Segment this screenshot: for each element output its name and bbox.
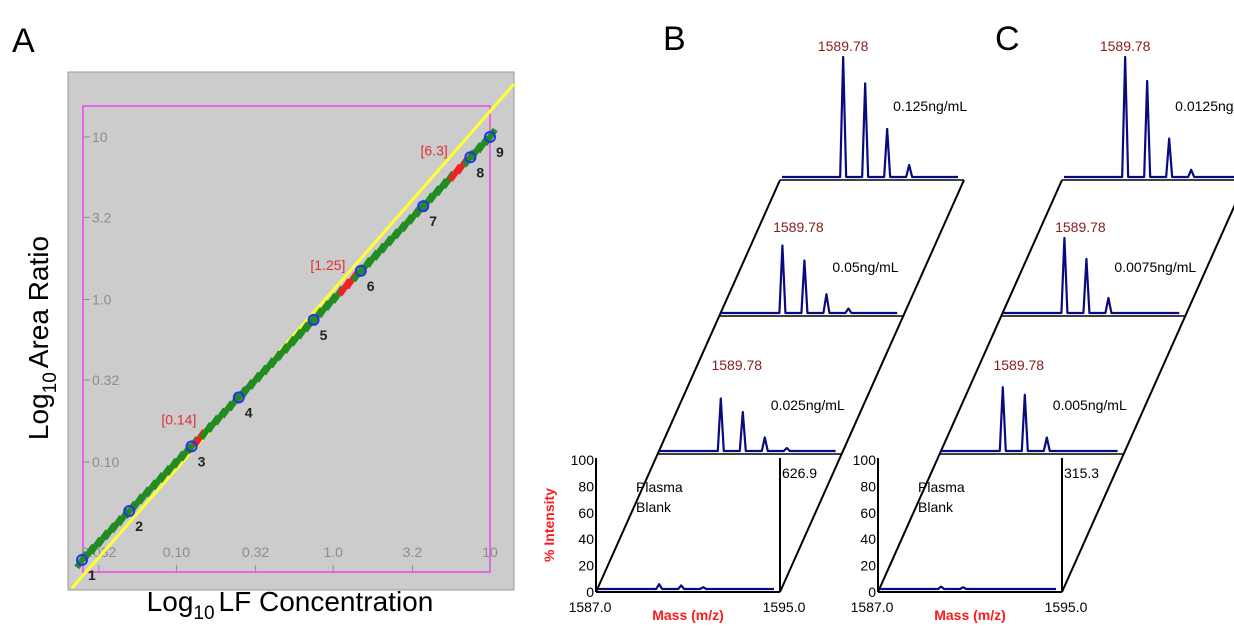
parallelogram-left-edge <box>877 179 1063 593</box>
y-tick-label: 3.2 <box>92 209 112 225</box>
panel-a-ylabel: Log10 Area Ratio <box>23 236 61 440</box>
panel-a-xlabel: Log10 LF Concentration <box>147 586 434 624</box>
standard-point <box>76 554 88 566</box>
concentration-label: 0.125ng/mL <box>893 98 967 114</box>
concentration-annotation: [6.3] <box>421 143 448 159</box>
standard-point-label: 2 <box>135 518 143 534</box>
spectrum-trace <box>782 55 958 179</box>
ylabel-sub: 10 <box>40 372 61 393</box>
x-tick-label: 10 <box>482 544 498 560</box>
blank-label-line2: Blank <box>636 499 672 515</box>
standard-point <box>185 440 198 453</box>
parallelogram-right-edge <box>1061 204 1234 593</box>
y-tick-label: 0.10 <box>92 454 119 470</box>
panel-letter-b: B <box>663 20 686 58</box>
x-tick-label: 0.10 <box>163 544 190 560</box>
peak-label: 1589.78 <box>993 357 1044 373</box>
max-intensity-label: 626.9 <box>782 465 817 481</box>
y-tick-label: 40 <box>578 531 594 547</box>
y-tick-label: 20 <box>860 558 876 574</box>
peak-label: 1589.78 <box>818 38 869 54</box>
concentration-label: 0.0075ng/mL <box>1114 259 1196 275</box>
concentration-label: 0.05ng/mL <box>832 259 898 275</box>
fit-line <box>70 83 516 589</box>
y-tick-label: 0 <box>586 584 594 600</box>
max-intensity-label: 315.3 <box>1064 465 1099 481</box>
ylabel-prefix: Log <box>23 393 54 440</box>
y-tick-label: 10 <box>92 129 108 145</box>
spectrum-trace <box>598 583 774 591</box>
standard-point <box>417 200 430 213</box>
blank-label-line2: Blank <box>918 499 954 515</box>
y-tick-label: 0.32 <box>92 372 119 388</box>
panel-letter-a: A <box>12 22 35 60</box>
y-tick-label: 80 <box>860 478 876 494</box>
y-axis-label: % Intensity <box>541 488 557 562</box>
y-tick-label: 60 <box>578 505 594 521</box>
blank-label-line1: Plasma <box>918 479 965 495</box>
standard-point <box>232 391 245 404</box>
panel-c-spectra-stack: 0 20 40 60 80 100 315.3 1587.0 1595.0 Mass (m/z) P… <box>851 38 1234 623</box>
concentration-label: 0.025ng/mL <box>771 397 845 413</box>
standard-point <box>354 264 367 277</box>
peak-label: 1589.78 <box>773 219 824 235</box>
concentration-annotation: [0.14] <box>161 411 196 427</box>
ylabel-rest: Area Ratio <box>23 236 54 368</box>
spectrum-trace <box>721 244 898 315</box>
spectrum-trace <box>880 585 1056 591</box>
y-tick-label: 20 <box>578 558 594 574</box>
x-tick-label: 1595.0 <box>763 599 806 615</box>
concentration-label: 0.005ng/mL <box>1053 397 1127 413</box>
spectrum-trace <box>1003 236 1180 315</box>
spectrum-trace <box>1064 55 1234 179</box>
blank-label-line1: Plasma <box>636 479 683 495</box>
y-tick-label: 1.0 <box>92 292 112 308</box>
y-tick-label: 80 <box>578 478 594 494</box>
standard-point-label: 1 <box>88 567 96 583</box>
panel-letter-c: C <box>995 20 1020 58</box>
standard-point <box>123 505 136 518</box>
standard-point-label: 6 <box>367 278 375 294</box>
panel-b-spectra-stack: 0 20 40 60 80 100 626.9 1587.0 1595.0 Mass (m/z)%… <box>541 38 967 623</box>
peak-label: 1589.78 <box>1055 219 1106 235</box>
x-tick-label: 0.32 <box>242 544 269 560</box>
x-axis-label: Mass (m/z) <box>652 607 724 623</box>
peak-label: 1589.78 <box>1100 38 1151 54</box>
spectrum-trace <box>659 397 836 453</box>
parallelogram-left-edge <box>595 179 781 593</box>
range-frame <box>82 105 491 573</box>
peak-label: 1589.78 <box>711 357 762 373</box>
x-tick-label: 1595.0 <box>1045 599 1088 615</box>
svg-text:Log10Area Ratio: Log10 Area Ratio <box>23 236 61 440</box>
standard-point <box>464 151 477 164</box>
standard-point-label: 5 <box>320 327 328 343</box>
x-axis-label: Mass (m/z) <box>934 607 1006 623</box>
y-tick-label: 100 <box>571 452 595 468</box>
standard-point <box>307 313 320 326</box>
concentration-annotation: [1.25] <box>310 257 345 273</box>
standard-point-label: 3 <box>198 453 206 469</box>
concentration-label: 0.0125ng/mL <box>1175 98 1234 114</box>
x-tick-label: 1587.0 <box>851 599 894 615</box>
y-tick-label: 100 <box>853 452 877 468</box>
x-tick-label: 3.2 <box>403 544 423 560</box>
standard-point-label: 8 <box>476 164 484 180</box>
y-tick-label: 0 <box>868 584 876 600</box>
x-tick-label: 1.0 <box>323 544 343 560</box>
spectrum-trace <box>941 386 1118 453</box>
parallelogram-right-edge <box>779 179 965 593</box>
standard-point-label: 9 <box>496 144 504 160</box>
x-tick-label: 1587.0 <box>569 599 612 615</box>
xlabel-rest: LF Concentration <box>219 586 434 617</box>
standard-point <box>484 130 496 143</box>
standard-point-label: 7 <box>429 213 437 229</box>
y-tick-label: 60 <box>860 505 876 521</box>
plot-background <box>67 71 515 591</box>
y-tick-label: 40 <box>860 531 876 547</box>
xlabel-prefix: Log <box>147 586 194 617</box>
standard-point-label: 4 <box>245 404 253 420</box>
xlabel-sub: 10 <box>193 603 214 624</box>
